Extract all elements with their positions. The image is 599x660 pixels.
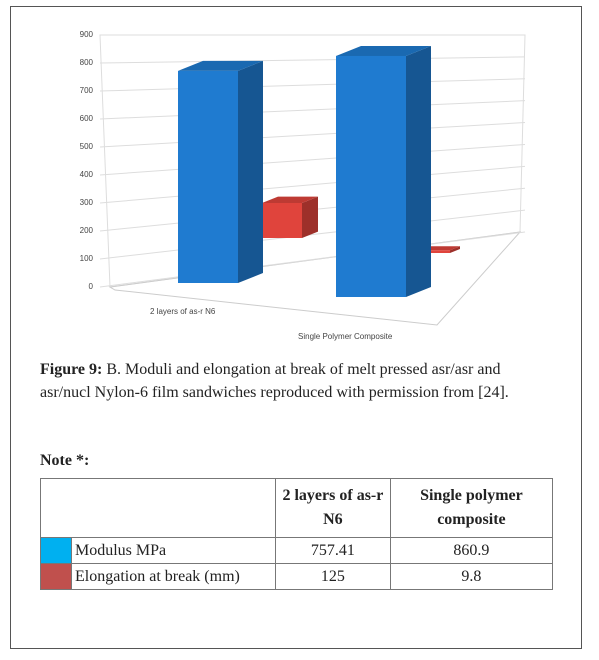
grid-line	[99, 56, 526, 64]
column-header: Single polymer composite	[389, 478, 554, 538]
y-tick-label: 0	[89, 282, 94, 291]
y-tick-label: 700	[80, 86, 94, 95]
column-header: 2 layers of as-r N6	[275, 478, 391, 538]
figure-frame	[10, 6, 582, 649]
grid-line	[99, 165, 526, 204]
cell: 9.8	[389, 563, 554, 590]
table-row: Modulus MPa 757.41 860.9	[40, 537, 554, 564]
bar	[336, 45, 431, 298]
bar-front	[178, 70, 238, 283]
grid-line	[99, 122, 526, 148]
grid-line	[99, 78, 526, 92]
y-tick-label: 500	[80, 142, 94, 151]
bar-top	[178, 60, 263, 71]
grid-line	[99, 209, 526, 260]
data-table: 2 layers of as-r N6 Single polymer compo…	[40, 478, 554, 590]
bar-side	[238, 60, 263, 283]
cell: 757.41	[275, 537, 391, 564]
grid-line	[99, 231, 526, 288]
row-label: Modulus MPa	[71, 537, 276, 564]
bar-front	[336, 55, 406, 297]
bar	[178, 60, 263, 283]
caption-text: B. Moduli and elongation at break of mel…	[40, 361, 509, 401]
y-tick-label: 200	[80, 226, 94, 235]
table-row: Elongation at break (mm) 125 9.8	[40, 563, 554, 590]
bar-side	[450, 246, 460, 253]
swatch	[40, 537, 72, 564]
grid-line	[99, 100, 526, 120]
y-tick-label: 900	[80, 30, 94, 39]
row-label: Elongation at break (mm)	[71, 563, 276, 590]
caption-label: Figure 9:	[40, 361, 103, 378]
cell: 125	[275, 563, 391, 590]
bar-top	[336, 45, 431, 56]
bar-front	[420, 250, 450, 253]
y-tick-label: 300	[80, 198, 94, 207]
bar-front	[262, 203, 302, 238]
note: Note *:	[40, 452, 90, 469]
table-header: 2 layers of as-r N6 Single polymer compo…	[40, 478, 554, 538]
chart: 0 100 200 300 400 500 600 700 800 900 2 layers of …	[80, 30, 526, 341]
bar-top	[262, 196, 318, 203]
x-tick-label: Single Polymer Composite	[298, 332, 393, 341]
y-tick-label: 100	[80, 254, 94, 263]
bar-side	[406, 45, 431, 298]
y-tick-label: 400	[80, 170, 94, 179]
x-tick-label: 2 layers of as-r N6	[150, 307, 216, 316]
empty-cell	[40, 478, 276, 538]
back-wall	[99, 34, 526, 288]
cell: 860.9	[389, 537, 554, 564]
bar	[262, 196, 318, 238]
y-tick-label: 800	[80, 58, 94, 67]
grid-line	[99, 143, 526, 176]
y-tick-label: 600	[80, 114, 94, 123]
bar-side	[302, 196, 318, 238]
caption: Figure 9: B. Moduli and elongation at br…	[40, 358, 540, 404]
swatch	[40, 563, 72, 590]
